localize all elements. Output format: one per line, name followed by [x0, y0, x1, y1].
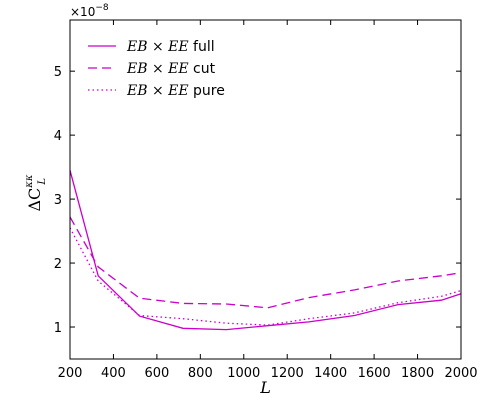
series-line-cut	[69, 216, 462, 309]
y-scale-base: ×10	[70, 5, 95, 19]
y-tick-label: 4	[54, 129, 62, 144]
x-tick-label: 1400	[314, 366, 347, 381]
x-axis-label: L	[259, 378, 271, 397]
x-tick-label: 800	[188, 366, 213, 381]
y-tick-label: 3	[54, 193, 62, 208]
series-line-pure	[69, 227, 462, 326]
y-tick-label: 1	[54, 321, 62, 336]
y-axis-label-main: ΔC	[25, 188, 44, 212]
legend-entry-suffix: full	[193, 39, 215, 55]
x-tick-label: 2000	[444, 366, 477, 381]
legend-entry-name: EB × EE	[126, 83, 193, 99]
x-tick-label: 200	[58, 366, 83, 381]
x-tick-label: 600	[144, 366, 169, 381]
legend-entry-name: EB × EE	[126, 61, 193, 77]
x-tick-label: 1000	[227, 366, 260, 381]
y-tick-label: 5	[54, 65, 62, 80]
y-scale-multiplier: ×10−8	[70, 3, 109, 19]
x-tick-label: 1200	[271, 366, 304, 381]
series-layer	[69, 170, 462, 331]
legend-entry-full: EB × EE full	[126, 39, 215, 55]
y-axis-label-sub: L	[37, 178, 48, 186]
x-tick-label: 400	[101, 366, 126, 381]
legend-entry-name: EB × EE	[126, 39, 193, 55]
y-tick-label: 2	[54, 257, 62, 272]
legend-entry-cut: EB × EE cut	[126, 61, 216, 77]
y-axis-label: ΔCκκ L	[24, 174, 48, 211]
ticks-layer: 200 400 600 800 1000 1200 1400 1600 1800 2000 1 2 3 4…	[54, 20, 478, 381]
legend-entry-suffix: cut	[193, 61, 216, 77]
series-line-full	[69, 170, 462, 331]
y-axis-label-sup: κκ	[24, 174, 35, 189]
x-tick-label: 1600	[358, 366, 391, 381]
legend-entry-pure: EB × EE pure	[126, 83, 225, 99]
x-tick-label: 1800	[401, 366, 434, 381]
y-scale-exponent: −8	[95, 3, 109, 13]
legend-entry-suffix: pure	[193, 83, 225, 99]
plot-frame	[69, 19, 462, 360]
